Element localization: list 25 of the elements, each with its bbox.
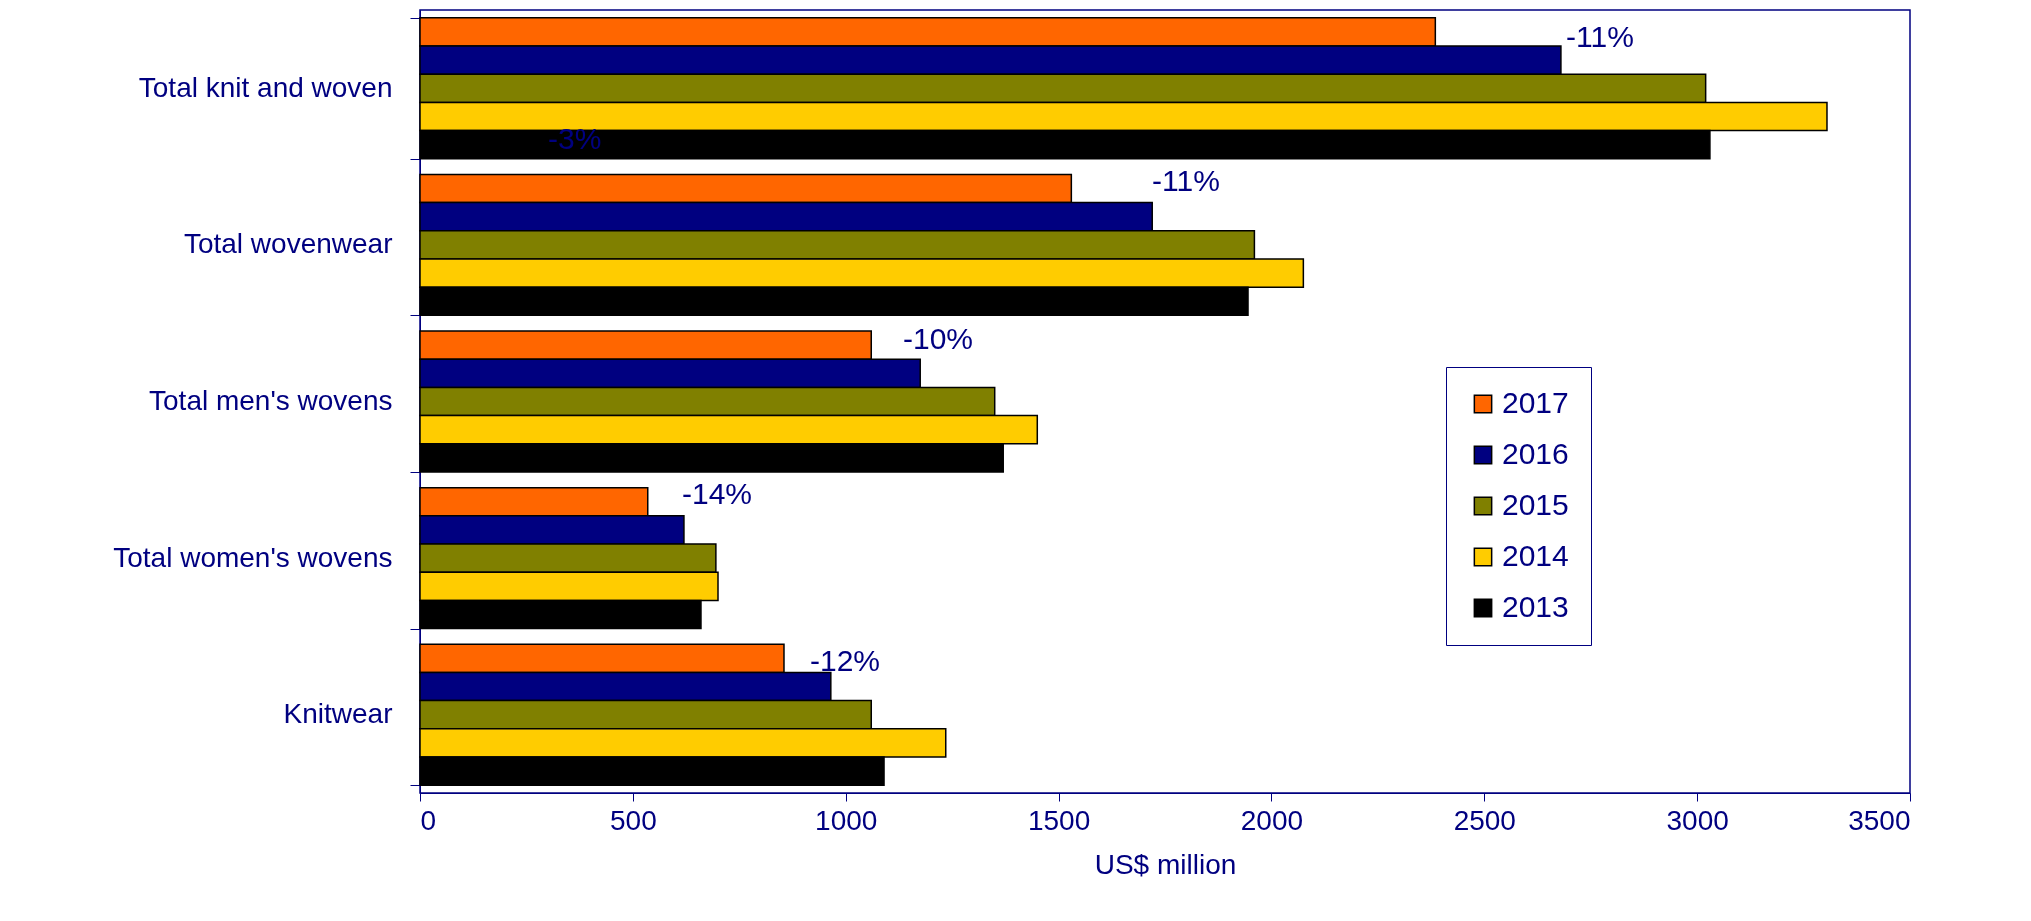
y-tick-label: Total knit and woven [138,71,393,103]
y-tick-label: Total men's wovens [149,385,393,416]
annotation: -11% [1566,20,1634,53]
legend-label: 2014 [1502,539,1569,572]
x-tick-label: 500 [610,804,657,836]
x-tick-label: 0 [420,804,437,836]
legend-label: 2016 [1502,437,1569,470]
x-tick-label: 2500 [1453,804,1516,836]
x-tick-label: 1500 [1027,804,1091,836]
x-tick-label: 3000 [1666,804,1729,836]
annotation: -14% [682,477,753,510]
annotation: -3% [548,122,602,155]
annotation: -10% [903,322,974,355]
x-axis-title: US$ million [1094,848,1237,880]
y-tick-label: Knitwear [283,698,393,730]
x-tick-label: 2000 [1240,804,1304,836]
x-tick-label: 3500 [1848,804,1911,836]
annotation: -12% [810,644,881,677]
annotation: -11% [1152,164,1220,197]
y-tick-label: Total wovenwear [183,228,393,260]
y-tick-label: Total women's wovens [113,541,393,573]
legend-label: 2013 [1502,590,1569,623]
x-tick-label: 1000 [815,804,878,836]
legend-label: 2017 [1502,386,1569,419]
legend-label: 2015 [1502,488,1569,521]
